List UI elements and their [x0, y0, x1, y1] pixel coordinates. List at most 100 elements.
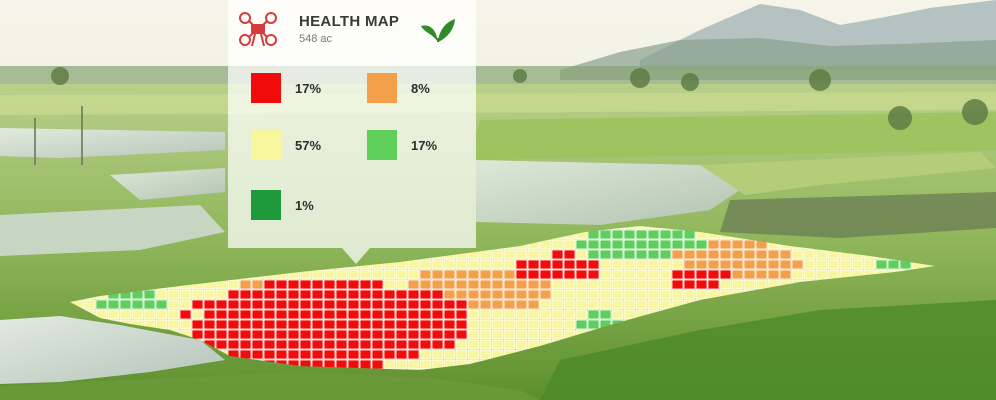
- health-cell: [503, 249, 516, 260]
- health-cell: [275, 309, 288, 320]
- legend-value: 17%: [295, 80, 322, 96]
- health-cell: [623, 249, 636, 260]
- health-cell: [515, 329, 528, 340]
- health-cell: [515, 269, 528, 280]
- health-cell: [419, 319, 432, 330]
- health-cell: [683, 229, 696, 240]
- health-cell: [287, 309, 300, 320]
- legend-swatch-orange: [367, 73, 397, 103]
- health-cell: [407, 309, 420, 320]
- health-cell: [839, 259, 852, 270]
- health-cell: [239, 329, 252, 340]
- health-cell: [203, 289, 216, 300]
- health-cell: [407, 259, 420, 270]
- health-cell: [155, 289, 168, 300]
- health-cell: [575, 249, 588, 260]
- health-cell: [407, 289, 420, 300]
- health-cell: [359, 339, 372, 350]
- health-cell: [371, 319, 384, 330]
- health-cell: [791, 269, 804, 280]
- health-cell: [431, 299, 444, 310]
- health-cell: [563, 259, 576, 270]
- health-cell: [275, 299, 288, 310]
- health-cell: [299, 339, 312, 350]
- health-cell: [587, 319, 600, 330]
- health-cell: [155, 299, 168, 310]
- health-cell: [743, 239, 756, 250]
- health-cell: [227, 289, 240, 300]
- health-cell: [335, 309, 348, 320]
- health-cell: [443, 339, 456, 350]
- health-cell: [551, 289, 564, 300]
- health-cell: [515, 319, 528, 330]
- health-cell: [371, 269, 384, 280]
- legend-value: 57%: [295, 137, 322, 153]
- health-cell: [635, 279, 648, 290]
- health-cell: [335, 319, 348, 330]
- field-area: 548 ac: [299, 33, 333, 45]
- health-cell: [419, 269, 432, 280]
- health-cell: [671, 239, 684, 250]
- health-cell: [659, 249, 672, 260]
- health-cell: [275, 279, 288, 290]
- health-cell: [479, 259, 492, 270]
- health-cell: [395, 359, 408, 370]
- health-cell: [791, 249, 804, 260]
- health-cell: [695, 239, 708, 250]
- health-cell: [191, 289, 204, 300]
- health-cell: [503, 319, 516, 330]
- health-cell: [623, 269, 636, 280]
- health-cell: [179, 309, 192, 320]
- health-cell: [131, 309, 144, 320]
- health-cell: [887, 259, 900, 270]
- health-cell: [803, 269, 816, 280]
- health-cell: [407, 359, 420, 370]
- health-cell: [419, 289, 432, 300]
- drone-icon: [239, 12, 277, 47]
- health-cell: [815, 269, 828, 280]
- health-cell: [863, 259, 876, 270]
- health-cell: [431, 289, 444, 300]
- health-cell: [575, 289, 588, 300]
- health-cell: [527, 329, 540, 340]
- health-cell: [275, 339, 288, 350]
- health-cell: [455, 319, 468, 330]
- health-cell: [203, 319, 216, 330]
- health-cell: [455, 269, 468, 280]
- health-cell: [515, 279, 528, 290]
- health-cell: [203, 299, 216, 310]
- health-cell: [371, 359, 384, 370]
- health-cell: [731, 239, 744, 250]
- health-cell: [239, 339, 252, 350]
- health-cell: [359, 269, 372, 280]
- health-cell: [251, 349, 264, 360]
- health-cell: [503, 329, 516, 340]
- health-cell: [503, 269, 516, 280]
- health-cell: [623, 309, 636, 320]
- health-cell: [395, 269, 408, 280]
- health-cell: [311, 269, 324, 280]
- health-cell: [479, 289, 492, 300]
- health-cell: [395, 309, 408, 320]
- health-cell: [611, 309, 624, 320]
- health-cell: [467, 309, 480, 320]
- health-cell: [263, 279, 276, 290]
- health-cell: [323, 349, 336, 360]
- health-cell: [263, 329, 276, 340]
- health-cell: [515, 299, 528, 310]
- health-cell: [419, 359, 432, 370]
- health-cell: [323, 279, 336, 290]
- health-cell: [275, 349, 288, 360]
- health-cell: [479, 279, 492, 290]
- health-cell: [107, 309, 120, 320]
- health-cell: [587, 279, 600, 290]
- health-cell: [551, 309, 564, 320]
- health-cell: [119, 299, 132, 310]
- health-cell: [143, 289, 156, 300]
- health-cell: [167, 299, 180, 310]
- health-cell: [491, 339, 504, 350]
- health-cell: [599, 299, 612, 310]
- health-cell: [515, 339, 528, 350]
- health-cell: [599, 279, 612, 290]
- health-cell: [815, 249, 828, 260]
